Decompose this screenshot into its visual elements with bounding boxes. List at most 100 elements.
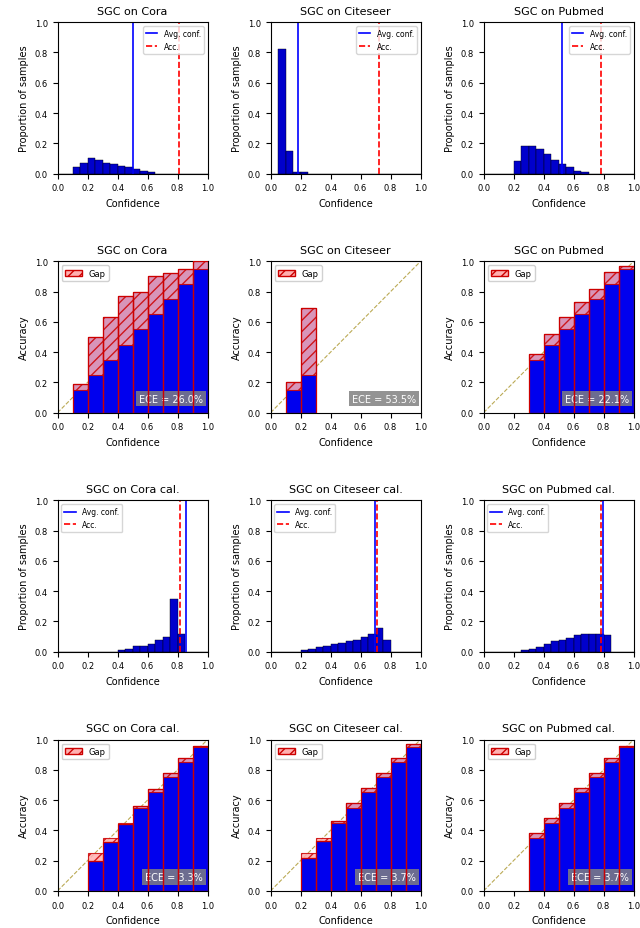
Bar bbox=[118, 651, 125, 652]
Bar bbox=[163, 773, 178, 891]
Bar bbox=[193, 746, 207, 747]
Bar bbox=[301, 309, 316, 413]
Text: ECE = 3.3%: ECE = 3.3% bbox=[145, 871, 203, 882]
Y-axis label: Accuracy: Accuracy bbox=[19, 316, 29, 360]
Bar bbox=[132, 170, 140, 174]
Y-axis label: Proportion of samples: Proportion of samples bbox=[232, 45, 242, 152]
Legend: Avg. conf., Acc.: Avg. conf., Acc. bbox=[61, 505, 122, 533]
Bar bbox=[178, 634, 185, 652]
Bar bbox=[543, 818, 559, 891]
Bar bbox=[573, 788, 589, 891]
Bar bbox=[301, 857, 316, 891]
Bar bbox=[95, 161, 102, 174]
Bar bbox=[619, 746, 634, 891]
Bar bbox=[155, 640, 163, 652]
Bar bbox=[118, 297, 132, 413]
Legend: Gap: Gap bbox=[275, 744, 322, 759]
Bar bbox=[361, 637, 368, 652]
Bar bbox=[573, 788, 589, 793]
Bar bbox=[102, 318, 118, 360]
Bar bbox=[543, 818, 559, 823]
Bar bbox=[346, 641, 353, 652]
Bar bbox=[285, 383, 301, 391]
Bar bbox=[148, 644, 155, 652]
Bar bbox=[543, 335, 559, 413]
Bar bbox=[148, 277, 163, 413]
Bar bbox=[102, 838, 118, 843]
Bar bbox=[88, 860, 102, 891]
Bar bbox=[376, 773, 390, 778]
X-axis label: Confidence: Confidence bbox=[318, 677, 373, 687]
Bar bbox=[559, 804, 573, 807]
Bar bbox=[406, 744, 420, 891]
Text: ECE = 3.7%: ECE = 3.7% bbox=[572, 871, 629, 882]
Title: SGC on Citeseer: SGC on Citeseer bbox=[300, 6, 391, 17]
Bar bbox=[331, 821, 346, 823]
Title: SGC on Cora: SGC on Cora bbox=[97, 6, 168, 17]
Bar bbox=[301, 857, 316, 891]
Title: SGC on Cora cal.: SGC on Cora cal. bbox=[86, 724, 179, 733]
Bar bbox=[132, 806, 148, 807]
Bar bbox=[368, 634, 376, 652]
Bar bbox=[559, 804, 573, 891]
Bar bbox=[604, 273, 619, 413]
Bar bbox=[163, 274, 178, 300]
Bar bbox=[536, 150, 543, 174]
Bar bbox=[619, 746, 634, 891]
Bar bbox=[140, 646, 148, 652]
Title: SGC on Citeseer cal.: SGC on Citeseer cal. bbox=[289, 724, 403, 733]
Bar bbox=[285, 383, 301, 413]
Bar bbox=[178, 270, 193, 413]
Bar bbox=[559, 804, 573, 891]
Bar bbox=[573, 172, 581, 174]
Bar bbox=[543, 335, 559, 345]
Bar bbox=[178, 270, 193, 413]
Bar bbox=[589, 773, 604, 778]
Bar bbox=[604, 636, 611, 652]
Bar bbox=[102, 318, 118, 413]
Bar bbox=[521, 651, 529, 652]
Bar bbox=[148, 173, 155, 174]
Bar bbox=[301, 309, 316, 376]
Bar bbox=[619, 266, 634, 270]
Text: ECE = 3.7%: ECE = 3.7% bbox=[358, 871, 416, 882]
Bar bbox=[170, 599, 177, 652]
Bar bbox=[316, 648, 323, 652]
Bar bbox=[559, 318, 573, 413]
Bar bbox=[308, 649, 316, 652]
Bar bbox=[118, 297, 132, 345]
Bar bbox=[529, 649, 536, 652]
Text: ECE = 22.1%: ECE = 22.1% bbox=[565, 394, 629, 404]
Y-axis label: Accuracy: Accuracy bbox=[445, 793, 455, 838]
Bar bbox=[619, 746, 634, 747]
Bar bbox=[118, 167, 125, 174]
Bar bbox=[559, 165, 566, 174]
Bar bbox=[178, 758, 193, 891]
Bar bbox=[353, 640, 360, 652]
Bar bbox=[278, 50, 285, 174]
Bar bbox=[390, 758, 406, 891]
Bar bbox=[604, 273, 619, 413]
Bar bbox=[406, 744, 420, 891]
Bar bbox=[566, 168, 573, 174]
Bar bbox=[529, 354, 543, 413]
Bar bbox=[573, 636, 581, 652]
Bar bbox=[301, 651, 308, 652]
Bar bbox=[383, 640, 390, 652]
Bar bbox=[88, 338, 102, 413]
Bar bbox=[118, 824, 132, 891]
Bar bbox=[316, 841, 331, 891]
Bar bbox=[178, 758, 193, 891]
Y-axis label: Accuracy: Accuracy bbox=[232, 793, 242, 838]
X-axis label: Confidence: Confidence bbox=[318, 199, 373, 209]
Bar bbox=[360, 788, 376, 891]
Bar bbox=[331, 644, 338, 652]
Bar bbox=[163, 638, 170, 652]
Bar bbox=[573, 303, 589, 315]
Bar bbox=[132, 292, 148, 413]
Bar bbox=[559, 318, 573, 413]
Y-axis label: Proportion of samples: Proportion of samples bbox=[445, 45, 455, 152]
X-axis label: Confidence: Confidence bbox=[531, 199, 586, 209]
Bar bbox=[596, 634, 604, 652]
Bar bbox=[285, 151, 293, 174]
